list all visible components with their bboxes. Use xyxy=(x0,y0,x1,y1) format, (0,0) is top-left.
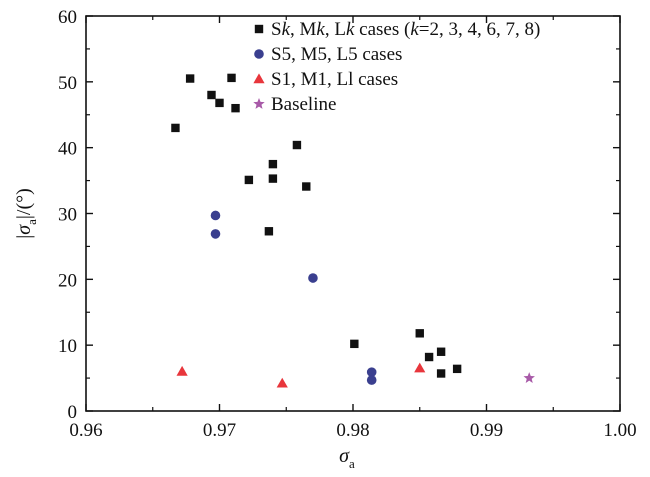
y-tick-label: 50 xyxy=(58,73,77,94)
data-point-square xyxy=(231,103,240,113)
data-point-square xyxy=(268,174,278,183)
data-point-square xyxy=(171,123,180,133)
x-tick-label: 0.97 xyxy=(203,420,236,441)
y-tick-label: 20 xyxy=(58,270,77,291)
data-point-triangle xyxy=(176,365,188,376)
x-tick-label: 1.00 xyxy=(603,420,636,441)
legend-label: S5, M5, L5 cases xyxy=(271,44,402,65)
y-tick-label: 0 xyxy=(68,402,78,423)
data-points xyxy=(171,73,535,388)
data-point-square xyxy=(185,74,195,83)
data-point-square xyxy=(292,140,302,150)
data-point-square xyxy=(452,364,462,374)
data-point-square xyxy=(302,182,311,191)
legend-label: Sk, Mk, Lk cases (k=2, 3, 4, 6, 7, 8) xyxy=(271,19,540,40)
legend-marker-circle xyxy=(254,49,264,59)
data-point-circle xyxy=(308,273,318,283)
data-point-square xyxy=(415,329,424,338)
y-axis-title: |σa|/(°) xyxy=(13,188,39,239)
data-point-square xyxy=(350,339,359,349)
y-tick-label: 30 xyxy=(58,205,77,226)
data-point-circle xyxy=(210,229,221,239)
y-axis-label: |σa|/(°) xyxy=(13,188,39,239)
legend-marker-star xyxy=(253,98,265,109)
data-point-circle xyxy=(366,367,377,377)
legend-marker-triangle xyxy=(253,73,265,84)
legend: Sk, Mk, Lk cases (k=2, 3, 4, 6, 7, 8) S5,… xyxy=(253,19,540,115)
data-point-triangle xyxy=(414,362,426,373)
data-point-square xyxy=(268,159,278,169)
legend-label: S1, M1, Ll cases xyxy=(271,69,398,90)
x-axis-title: σa xyxy=(339,445,355,471)
data-point-square xyxy=(215,98,224,108)
legend-marker-square xyxy=(254,24,264,34)
x-tick-label: 0.98 xyxy=(336,420,369,441)
data-point-circle xyxy=(366,375,377,385)
data-point-square xyxy=(424,352,434,362)
data-point-square xyxy=(244,175,254,185)
y-ticks: 0 10 20 30 40 50 60 xyxy=(58,7,620,423)
data-point-square xyxy=(264,227,274,236)
data-point-square xyxy=(436,369,446,378)
x-axis-label: σa xyxy=(339,445,355,471)
x-ticks: 0.96 0.97 0.98 0.99 1.00 xyxy=(69,16,637,441)
data-point-triangle xyxy=(276,377,288,388)
data-point-square xyxy=(207,90,216,100)
series-circle xyxy=(210,210,377,385)
data-point-star xyxy=(523,372,535,383)
y-tick-label: 40 xyxy=(58,139,77,160)
x-tick-label: 0.96 xyxy=(69,420,102,441)
series-square xyxy=(171,73,462,378)
series-triangle xyxy=(176,362,426,388)
data-point-circle xyxy=(210,210,221,221)
y-tick-label: 60 xyxy=(58,7,77,28)
y-tick-label: 10 xyxy=(58,336,77,357)
legend-label: Baseline xyxy=(271,94,336,115)
series-star xyxy=(523,372,535,383)
data-point-square xyxy=(436,347,446,356)
x-tick-label: 0.99 xyxy=(470,420,503,441)
data-point-square xyxy=(227,73,236,83)
